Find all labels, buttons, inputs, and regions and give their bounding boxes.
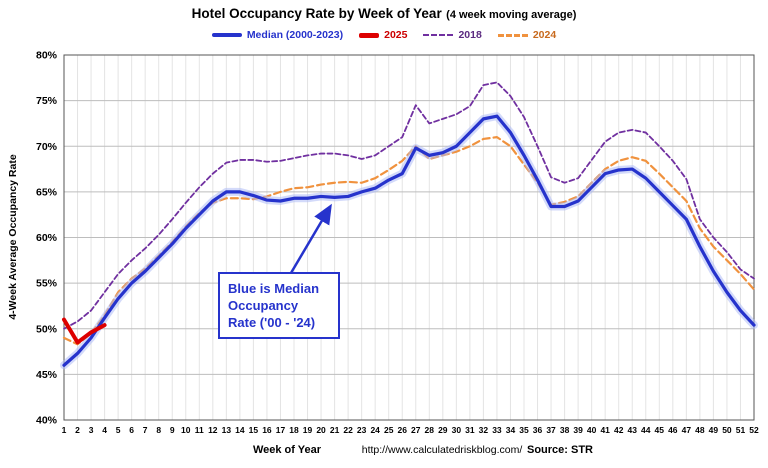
x-tick-label: 13	[222, 425, 232, 435]
y-tick-label: 45%	[36, 369, 58, 381]
2024-line-swatch-icon	[497, 33, 528, 37]
x-tick-label: 14	[235, 425, 245, 435]
x-tick-label: 49	[709, 425, 719, 435]
plot-layer: 40%45%50%55%60%65%70%75%80%1 2 3 4 5 6 7 8 9 10 11…	[36, 50, 759, 436]
x-tick-label: 38	[560, 425, 570, 435]
x-tick-label: 35	[519, 425, 529, 435]
annotation-line-1: Blue is Median	[228, 281, 320, 296]
x-tick-label: 30	[452, 425, 462, 435]
y-tick-label: 65%	[36, 186, 58, 198]
x-tick-label: 3	[89, 425, 94, 435]
legend-item-2018: 2018	[423, 29, 482, 41]
y-tick-label: 70%	[36, 141, 58, 153]
series-line-y2025	[62, 317, 107, 345]
x-tick-label: 43	[628, 425, 638, 435]
chart-title: Hotel Occupancy Rate by Week of Year (4 …	[0, 5, 768, 23]
x-tick-label: 10	[181, 425, 191, 435]
x-tick-label: 27	[411, 425, 421, 435]
legend-item-2024: 2024	[497, 29, 557, 41]
x-tick-label: 19	[303, 425, 313, 435]
x-tick-label: 52	[749, 425, 759, 435]
x-tick-label: 7	[143, 425, 148, 435]
y-tick-label: 75%	[36, 95, 58, 107]
chart-title-main: Hotel Occupancy Rate by Week of Year	[191, 6, 442, 21]
legend-item-2025: 2025	[359, 29, 407, 41]
median-line-swatch-icon	[211, 33, 242, 37]
annotation-line-3: Rate ('00 - '24)	[228, 315, 316, 331]
legend-label-median: Median (2000-2023)	[246, 29, 344, 41]
legend-item-median: Median (2000-2023)	[211, 29, 344, 41]
x-tick-label: 40	[587, 425, 597, 435]
legend-label-2018: 2018	[458, 29, 482, 41]
x-tick-label: 46	[668, 425, 678, 435]
chart-legend: Median (2000-2023) 2025 2018 2024	[0, 29, 768, 41]
x-tick-label: 2	[75, 425, 80, 435]
x-tick-label: 1	[62, 425, 67, 435]
x-tick-label: 23	[357, 425, 367, 435]
x-tick-label: 29	[438, 425, 448, 435]
x-tick-label: 47	[682, 425, 692, 435]
median-annotation-box: Blue is Median Occupancy Rate ('00 - '24…	[218, 272, 340, 340]
y-tick-label: 40%	[36, 415, 58, 427]
y-tick-label: 80%	[36, 50, 58, 62]
series-halo-median	[60, 112, 758, 370]
x-tick-label: 33	[492, 425, 502, 435]
series-line-median	[62, 114, 756, 367]
y-axis-title: 4-Week Average Occupancy Rate	[7, 154, 19, 320]
x-tick-label: 9	[170, 425, 175, 435]
y-tick-label: 55%	[36, 278, 58, 290]
x-tick-label: 28	[425, 425, 435, 435]
footer-url: http://www.calculatedriskblog.com/	[362, 444, 523, 456]
x-tick-label: 51	[736, 425, 746, 435]
y-tick-label: 60%	[36, 232, 58, 244]
annotation-line-2: Occupancy	[228, 298, 299, 314]
x-tick-label: 42	[614, 425, 624, 435]
x-tick-label: 16	[262, 425, 272, 435]
x-tick-label: 24	[370, 425, 380, 435]
x-axis-title: Week of Year	[253, 444, 322, 456]
x-tick-label: 37	[546, 425, 556, 435]
x-tick-label: 41	[600, 425, 610, 435]
x-tick-label: 45	[655, 425, 665, 435]
x-tick-label: 17	[276, 425, 286, 435]
x-tick-label: 50	[722, 425, 732, 435]
x-tick-label: 25	[384, 425, 394, 435]
2018-line-swatch-icon	[423, 34, 454, 36]
legend-label-2025: 2025	[384, 29, 408, 41]
x-tick-label: 31	[465, 425, 475, 435]
x-tick-label: 11	[195, 425, 204, 435]
x-tick-label: 8	[156, 425, 161, 435]
series-line-y2018	[63, 81, 755, 330]
x-tick-label: 48	[695, 425, 705, 435]
x-tick-label: 6	[129, 425, 134, 435]
x-tick-label: 36	[533, 425, 543, 435]
x-tick-label: 4	[102, 425, 107, 435]
plot-border	[63, 54, 755, 421]
2025-line-swatch-icon	[359, 32, 380, 38]
legend-label-2024: 2024	[532, 29, 557, 41]
x-tick-label: 32	[479, 425, 489, 435]
x-tick-label: 26	[398, 425, 408, 435]
x-tick-label: 22	[343, 425, 353, 435]
x-tick-label: 20	[316, 425, 326, 435]
x-tick-label: 5	[116, 425, 121, 435]
footer-source: Source: STR	[527, 444, 593, 456]
x-tick-label: 21	[330, 425, 340, 435]
y-tick-label: 50%	[36, 323, 58, 335]
chart-title-sub: (4 week moving average)	[446, 9, 577, 21]
x-tick-label: 18	[289, 425, 299, 435]
x-tick-label: 15	[249, 425, 259, 435]
x-tick-label: 44	[641, 425, 651, 435]
x-tick-label: 12	[208, 425, 218, 435]
x-tick-label: 34	[506, 425, 516, 435]
x-tick-label: 39	[573, 425, 583, 435]
